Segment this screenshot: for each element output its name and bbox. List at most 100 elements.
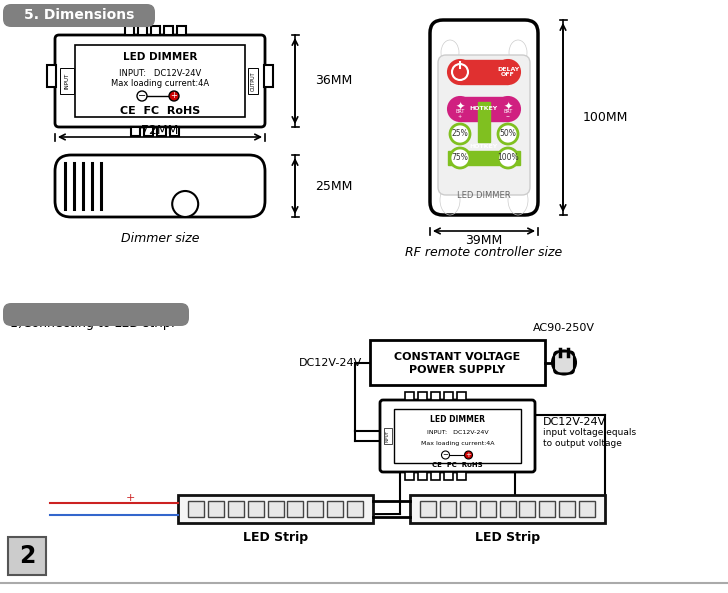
Bar: [138, 26, 147, 35]
Text: 5. Dimensions: 5. Dimensions: [24, 8, 134, 22]
Text: INPUT: INPUT: [65, 73, 69, 89]
FancyBboxPatch shape: [380, 400, 535, 472]
Text: OUTPUT: OUTPUT: [250, 71, 256, 91]
Circle shape: [137, 91, 147, 101]
Bar: [370, 340, 545, 385]
Text: AC90-250V: AC90-250V: [533, 323, 595, 333]
Text: LED DIMMER: LED DIMMER: [430, 416, 485, 425]
Circle shape: [498, 148, 518, 168]
Text: 1)Connecting to LED strip:: 1)Connecting to LED strip:: [10, 317, 175, 330]
Bar: [47, 65, 56, 87]
Bar: [418, 472, 427, 480]
Text: Max loading current:4A: Max loading current:4A: [421, 441, 494, 445]
Text: 72MM: 72MM: [141, 123, 178, 136]
Circle shape: [169, 91, 179, 101]
Bar: [519, 501, 535, 517]
Bar: [418, 392, 427, 400]
Bar: [480, 501, 496, 517]
Text: INPUT:   DC12V-24V: INPUT: DC12V-24V: [427, 431, 488, 435]
Circle shape: [464, 451, 472, 459]
Bar: [440, 501, 456, 517]
Text: BRT
−: BRT −: [503, 109, 513, 119]
Text: 39MM: 39MM: [465, 234, 502, 247]
Bar: [151, 26, 160, 35]
Bar: [394, 409, 521, 463]
Bar: [457, 392, 466, 400]
Bar: [444, 392, 453, 400]
Bar: [75, 45, 245, 117]
Text: LED DIMMER: LED DIMMER: [457, 190, 511, 199]
Text: LED Strip: LED Strip: [243, 531, 308, 544]
Text: 100%: 100%: [497, 154, 519, 162]
Bar: [405, 472, 414, 480]
Bar: [444, 472, 453, 480]
Bar: [170, 127, 179, 136]
Bar: [288, 501, 304, 517]
Circle shape: [173, 191, 198, 217]
Text: 75%: 75%: [451, 154, 468, 162]
Text: 25MM: 25MM: [315, 180, 352, 193]
Bar: [499, 501, 515, 517]
Bar: [267, 501, 283, 517]
Text: CONSTANT VOLTAGE: CONSTANT VOLTAGE: [395, 352, 521, 362]
Text: RF remote controller size: RF remote controller size: [405, 247, 563, 260]
Text: INPUT:   DC12V-24V: INPUT: DC12V-24V: [119, 69, 201, 78]
Circle shape: [448, 60, 472, 84]
Text: CE  FC  RoHS: CE FC RoHS: [120, 106, 200, 116]
Bar: [448, 151, 520, 165]
FancyBboxPatch shape: [3, 4, 155, 27]
Text: ✦: ✦: [503, 102, 513, 112]
Circle shape: [450, 148, 470, 168]
Text: input voltage equals
to output voltage: input voltage equals to output voltage: [543, 428, 636, 448]
Circle shape: [498, 124, 518, 144]
Bar: [8, 537, 46, 575]
Bar: [188, 501, 204, 517]
Text: 2: 2: [19, 544, 35, 568]
Bar: [264, 65, 273, 87]
FancyBboxPatch shape: [55, 155, 265, 217]
FancyBboxPatch shape: [3, 303, 189, 326]
Bar: [208, 501, 224, 517]
Text: 25%: 25%: [451, 129, 468, 139]
Text: +: +: [466, 452, 472, 458]
Bar: [478, 102, 490, 142]
Bar: [405, 392, 414, 400]
Text: 6. Conjunction Diagram: 6. Conjunction Diagram: [4, 289, 188, 303]
Text: HOTKEY: HOTKEY: [470, 107, 498, 111]
Bar: [228, 501, 244, 517]
Bar: [347, 501, 363, 517]
Text: CE  FC  RoHS: CE FC RoHS: [432, 462, 483, 468]
Circle shape: [441, 451, 449, 459]
Bar: [460, 60, 508, 84]
Bar: [131, 127, 140, 136]
Bar: [327, 501, 343, 517]
Text: −: −: [443, 452, 448, 458]
Bar: [539, 501, 555, 517]
Bar: [157, 127, 166, 136]
Circle shape: [496, 60, 520, 84]
Bar: [460, 501, 476, 517]
Bar: [579, 501, 595, 517]
Bar: [248, 501, 264, 517]
Bar: [431, 392, 440, 400]
Text: DELAY
OFF: DELAY OFF: [497, 66, 519, 78]
Bar: [420, 501, 436, 517]
Text: +: +: [125, 493, 135, 503]
Circle shape: [448, 97, 472, 121]
Text: −: −: [138, 91, 146, 101]
FancyBboxPatch shape: [430, 20, 538, 215]
Text: Max loading current:4A: Max loading current:4A: [111, 79, 209, 88]
Text: BRT
+: BRT +: [455, 109, 464, 119]
Circle shape: [496, 97, 520, 121]
Bar: [307, 501, 323, 517]
Bar: [460, 97, 508, 121]
Text: LED Strip: LED Strip: [475, 531, 540, 544]
Text: INPUT: INPUT: [386, 430, 390, 442]
Bar: [177, 26, 186, 35]
FancyBboxPatch shape: [55, 35, 265, 127]
FancyBboxPatch shape: [554, 352, 574, 374]
Bar: [178, 495, 373, 523]
Bar: [125, 26, 134, 35]
Circle shape: [450, 124, 470, 144]
Bar: [164, 26, 173, 35]
